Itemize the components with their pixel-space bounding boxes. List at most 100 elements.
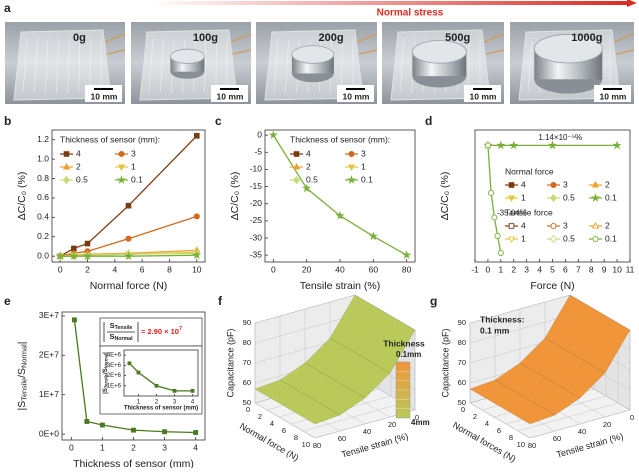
z-tick-label: 60 [458, 378, 466, 387]
legend-label: 3 [131, 148, 136, 158]
legend-label: 4 [76, 148, 81, 158]
legend-label: 4 [521, 220, 526, 230]
y-tick-label: -20 [250, 198, 263, 208]
data-point [368, 231, 378, 241]
z-tick-label: 80 [458, 338, 466, 347]
weight-top [533, 34, 603, 64]
legend-marker [507, 195, 516, 203]
scale-bar-label: 10 mm [91, 91, 118, 101]
scale-bar-label: 10 mm [217, 91, 244, 101]
label-part: Normal [114, 336, 133, 342]
label-part: Tensile [20, 378, 29, 401]
data-point [497, 249, 504, 256]
legend-label: 2 [605, 179, 610, 189]
data-point [69, 251, 79, 261]
x-tick-label: 40 [335, 264, 345, 274]
data-point [193, 430, 199, 435]
legend-label: 0.1 [605, 192, 617, 202]
grid-line [469, 323, 531, 439]
electrode [22, 37, 28, 94]
x-axis-label: Force (N) [530, 280, 574, 292]
data-point [71, 245, 77, 252]
x-tick-label: 11 [626, 264, 635, 274]
wire [230, 33, 252, 43]
x-tick-label: 0 [69, 442, 74, 452]
z-tick-label: 60 [243, 378, 251, 387]
x-tick-label: 6 [497, 426, 501, 435]
panel-letter: g [430, 294, 437, 308]
electrode [284, 37, 290, 94]
x-axis-label: Normal force (N) [90, 280, 168, 292]
colorbar-title: Thickness [383, 338, 425, 348]
x-tick-label: 2 [258, 412, 262, 421]
x-axis-label: Thickness of sensor (mm) [73, 458, 194, 468]
label-part: Normal [20, 344, 29, 368]
x-tick-label: 4 [485, 419, 489, 428]
arrow-label: Normal stress [377, 8, 444, 19]
legend-label: 1 [361, 161, 366, 171]
x-tick-label: 8 [294, 433, 298, 442]
weight-top [411, 40, 467, 64]
legend-label: 4 [306, 148, 311, 158]
legend-marker [116, 175, 127, 184]
legend-marker [117, 164, 126, 172]
legend-label: 1 [521, 233, 526, 243]
electrode [148, 37, 154, 94]
x-axis-label: Tensile strain (%) [300, 280, 381, 292]
label-part: Tensile [104, 373, 109, 388]
plot-frame [264, 129, 416, 263]
surface-patch [254, 379, 341, 425]
wire [615, 49, 635, 55]
weight-label: 500g [445, 32, 470, 44]
data-point [494, 232, 501, 239]
y-tick-label: 0 [630, 413, 634, 422]
legend-marker [293, 175, 300, 185]
legend-marker [346, 175, 357, 184]
electrode [67, 37, 70, 94]
weight-top [291, 45, 335, 64]
weight-label: 0g [73, 32, 86, 44]
legend-marker [591, 221, 600, 229]
y-tick-label: 80 [313, 441, 321, 450]
inset-background [99, 345, 203, 415]
data-point [72, 317, 77, 323]
legend-label: 0.5 [563, 192, 575, 202]
z-tick-label: 80 [243, 338, 251, 347]
electrode [33, 37, 38, 94]
x-tick-label: 4 [537, 264, 542, 274]
legend-marker [348, 150, 355, 158]
x-tick-label: 0 [246, 405, 250, 414]
data-point [84, 419, 90, 424]
data-point [402, 250, 412, 260]
inset-x-label: Thickness of sensor (mm) [124, 406, 198, 412]
x-tick-label: 2 [473, 412, 477, 421]
formula-part: = 2.90 × 10 [141, 327, 179, 336]
panel-letter: a [4, 1, 11, 15]
wire [613, 33, 635, 43]
formula-denominator: SNormal [109, 332, 133, 342]
x-tick-label: 8 [589, 264, 594, 274]
grid-line [254, 323, 316, 439]
data-point [99, 422, 105, 428]
legend-label: 0.1 [605, 233, 617, 243]
electrode [159, 37, 164, 94]
legend-marker [592, 235, 599, 243]
annotation: 1.14×10⁻⁵% [538, 133, 582, 142]
electrode [89, 37, 91, 94]
y-axis-label: ΔC/C₀ (%) [16, 172, 28, 221]
legend-label: 0.5 [76, 174, 88, 184]
formula-result: = 2.90 × 107 [141, 326, 182, 336]
series-line [73, 319, 196, 434]
y-tick-label: 1.0 [37, 153, 49, 163]
legend-label: 2 [76, 161, 81, 171]
series-line [272, 134, 407, 256]
legend-label: 1 [131, 161, 136, 171]
y-tick-label: 60 [338, 434, 346, 443]
x-tick-label: 4 [193, 442, 198, 452]
data-point [491, 214, 498, 221]
z-tick-label: 70 [458, 358, 466, 367]
panel-letter: f [218, 294, 223, 308]
z-tick-label: 90 [243, 318, 251, 327]
x-tick-label: 5 [550, 264, 555, 274]
panel-letter: c [215, 114, 222, 128]
